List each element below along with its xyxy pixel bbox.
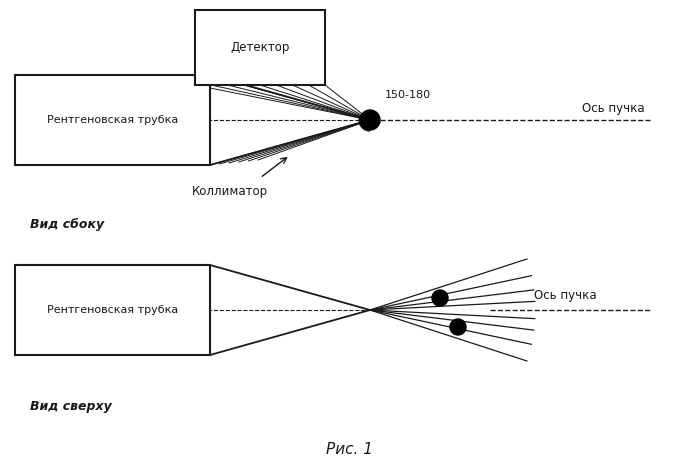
Text: Ось пучка: Ось пучка xyxy=(534,289,596,302)
Text: Коллиматор: Коллиматор xyxy=(192,185,268,198)
Text: Рис. 1: Рис. 1 xyxy=(326,442,373,457)
Circle shape xyxy=(360,110,380,130)
Circle shape xyxy=(432,290,448,306)
Text: Рентгеновская трубка: Рентгеновская трубка xyxy=(47,115,178,125)
Text: Вид сбоку: Вид сбоку xyxy=(30,218,104,231)
Circle shape xyxy=(450,319,466,335)
Text: Вид сверху: Вид сверху xyxy=(30,400,112,413)
Bar xyxy=(15,265,210,355)
Text: Рентгеновская трубка: Рентгеновская трубка xyxy=(47,305,178,315)
Bar xyxy=(195,10,325,85)
Text: 150-180: 150-180 xyxy=(385,90,431,100)
Text: Ось пучка: Ось пучка xyxy=(582,102,645,115)
Bar xyxy=(15,75,210,165)
Text: Детектор: Детектор xyxy=(230,41,289,54)
